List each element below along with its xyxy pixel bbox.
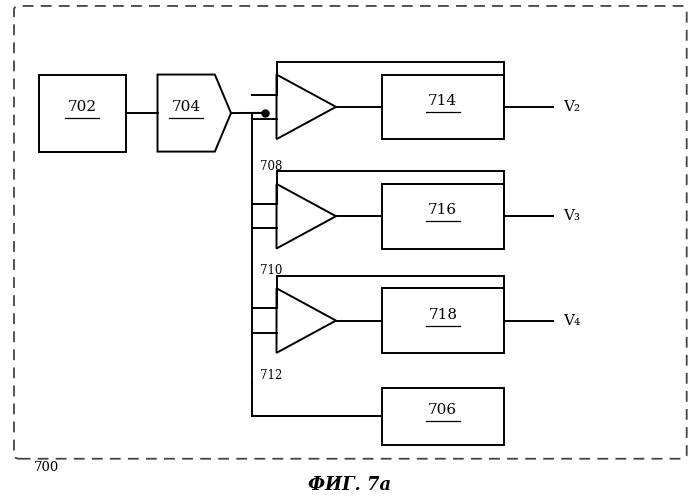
Text: 706: 706 (428, 403, 457, 417)
Bar (382, 288, 504, 353)
Bar (382, 75, 504, 139)
Bar (382, 388, 504, 445)
Text: 714: 714 (428, 94, 457, 108)
Text: 704: 704 (172, 100, 201, 114)
Polygon shape (276, 184, 336, 248)
Text: 700: 700 (34, 461, 59, 474)
Text: V₃: V₃ (564, 209, 580, 223)
Bar (38, 75, 126, 152)
Text: 712: 712 (260, 369, 283, 382)
Bar (382, 184, 504, 248)
Text: V₂: V₂ (564, 100, 580, 114)
Text: 702: 702 (68, 100, 97, 114)
Text: V₄: V₄ (564, 314, 580, 328)
Text: ФИГ. 7а: ФИГ. 7а (309, 476, 391, 494)
Text: 716: 716 (428, 203, 457, 217)
Text: 708: 708 (260, 160, 283, 173)
Text: 710: 710 (260, 264, 283, 277)
Text: 718: 718 (428, 308, 457, 322)
Polygon shape (276, 75, 336, 139)
Polygon shape (276, 288, 336, 353)
Polygon shape (158, 75, 231, 152)
FancyBboxPatch shape (14, 6, 687, 459)
